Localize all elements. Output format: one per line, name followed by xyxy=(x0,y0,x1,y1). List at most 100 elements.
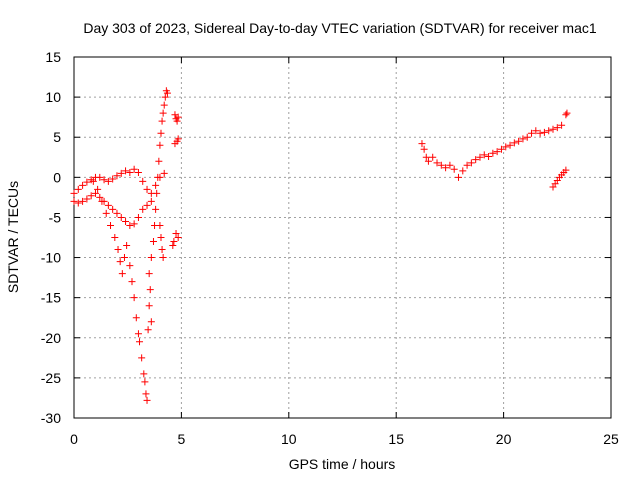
data-point-plus xyxy=(139,177,147,185)
data-point-plus xyxy=(123,242,131,250)
data-point-plus xyxy=(418,140,426,148)
data-point-plus xyxy=(493,148,501,156)
data-point-plus xyxy=(98,197,106,205)
data-point-plus xyxy=(89,177,97,185)
data-point-plus xyxy=(130,294,138,302)
y-tick-label: 0 xyxy=(53,169,61,185)
data-point-plus xyxy=(104,201,112,209)
data-point-plus xyxy=(562,166,570,174)
series-2 xyxy=(70,189,155,229)
data-point-plus xyxy=(114,246,122,254)
data-point-plus xyxy=(113,209,121,217)
data-point-plus xyxy=(163,89,171,97)
plot-frame xyxy=(73,56,612,419)
data-point-plus xyxy=(169,242,177,250)
data-point-plus xyxy=(79,181,87,189)
data-point-plus xyxy=(433,159,441,167)
data-point-plus xyxy=(134,330,142,338)
data-point-plus xyxy=(510,139,518,147)
data-point-plus xyxy=(545,127,553,135)
data-point-plus xyxy=(138,354,146,362)
data-point-plus xyxy=(100,176,108,184)
data-point-plus xyxy=(523,133,531,141)
y-tick-label: 10 xyxy=(45,89,61,105)
x-axis-label: GPS time / hours xyxy=(289,456,396,472)
y-tick-label: -5 xyxy=(49,209,62,225)
data-point-plus xyxy=(149,238,157,246)
data-point-plus xyxy=(467,159,475,167)
data-point-plus xyxy=(549,125,557,133)
data-point-plus xyxy=(558,121,566,129)
data-point-plus xyxy=(157,234,165,241)
data-point-plus xyxy=(480,151,488,159)
data-point-plus xyxy=(145,302,153,310)
data-point-plus xyxy=(161,93,169,101)
data-point-plus xyxy=(472,156,480,164)
data-point-plus xyxy=(87,192,95,200)
data-point-plus xyxy=(174,135,182,143)
data-point-plus xyxy=(519,135,527,143)
data-point-plus xyxy=(170,238,178,246)
y-axis-label: SDTVAR / TECUs xyxy=(5,181,21,293)
data-point-plus xyxy=(70,197,78,205)
data-point-plus xyxy=(140,370,148,378)
data-point-plus xyxy=(113,172,121,180)
data-point-plus xyxy=(111,234,119,241)
data-point-plus xyxy=(450,165,458,173)
data-point-plus xyxy=(139,205,147,213)
series-6 xyxy=(418,109,571,181)
data-point-plus xyxy=(70,189,78,197)
data-point-plus xyxy=(143,396,151,404)
data-point-plus xyxy=(147,318,155,326)
data-point-plus xyxy=(116,258,124,266)
data-point-plus xyxy=(96,173,104,181)
series-7 xyxy=(549,166,570,191)
data-point-plus xyxy=(153,189,161,197)
y-tick-label: 5 xyxy=(53,129,61,145)
data-point-plus xyxy=(107,221,115,229)
series-5 xyxy=(169,111,182,250)
data-point-plus xyxy=(109,175,117,183)
data-point-plus xyxy=(497,145,505,153)
data-point-plus xyxy=(128,278,136,286)
data-point-plus xyxy=(145,270,153,278)
data-point-plus xyxy=(126,262,134,270)
data-point-plus xyxy=(136,338,144,346)
data-point-plus xyxy=(553,124,561,132)
data-point-plus xyxy=(174,113,182,121)
data-point-plus xyxy=(563,109,571,117)
y-tick-label: 15 xyxy=(45,49,61,65)
data-point-plus xyxy=(463,161,471,169)
data-point-plus xyxy=(528,129,536,137)
data-point-plus xyxy=(122,167,130,175)
data-point-plus xyxy=(132,314,140,322)
data-point-plus xyxy=(74,185,82,193)
chart-title: Day 303 of 2023, Sidereal Day-to-day VTE… xyxy=(83,20,596,36)
y-tick-label: -20 xyxy=(41,330,61,346)
data-point-plus xyxy=(141,378,149,386)
data-point-plus xyxy=(540,128,548,136)
data-point-plus xyxy=(158,246,166,254)
data-point-plus xyxy=(154,173,162,181)
data-point-plus xyxy=(424,157,432,165)
data-point-plus xyxy=(134,169,142,177)
data-point-plus xyxy=(562,111,570,119)
x-tick-label: 10 xyxy=(281,431,297,447)
data-point-plus xyxy=(454,173,462,181)
data-points xyxy=(70,87,571,404)
data-point-plus xyxy=(130,220,138,228)
y-tick-label: -15 xyxy=(41,290,61,306)
data-point-plus xyxy=(122,217,130,225)
data-point-plus xyxy=(156,221,164,229)
data-point-plus xyxy=(96,193,104,201)
data-point-plus xyxy=(536,129,544,137)
data-point-plus xyxy=(515,137,523,145)
data-point-plus xyxy=(506,141,514,149)
data-point-plus xyxy=(476,153,484,161)
data-point-plus xyxy=(117,213,125,221)
x-tick-label: 25 xyxy=(603,431,619,447)
y-tick-label: -30 xyxy=(41,410,61,426)
data-point-plus xyxy=(144,326,152,334)
data-point-plus xyxy=(102,209,110,217)
data-point-plus xyxy=(130,165,138,173)
